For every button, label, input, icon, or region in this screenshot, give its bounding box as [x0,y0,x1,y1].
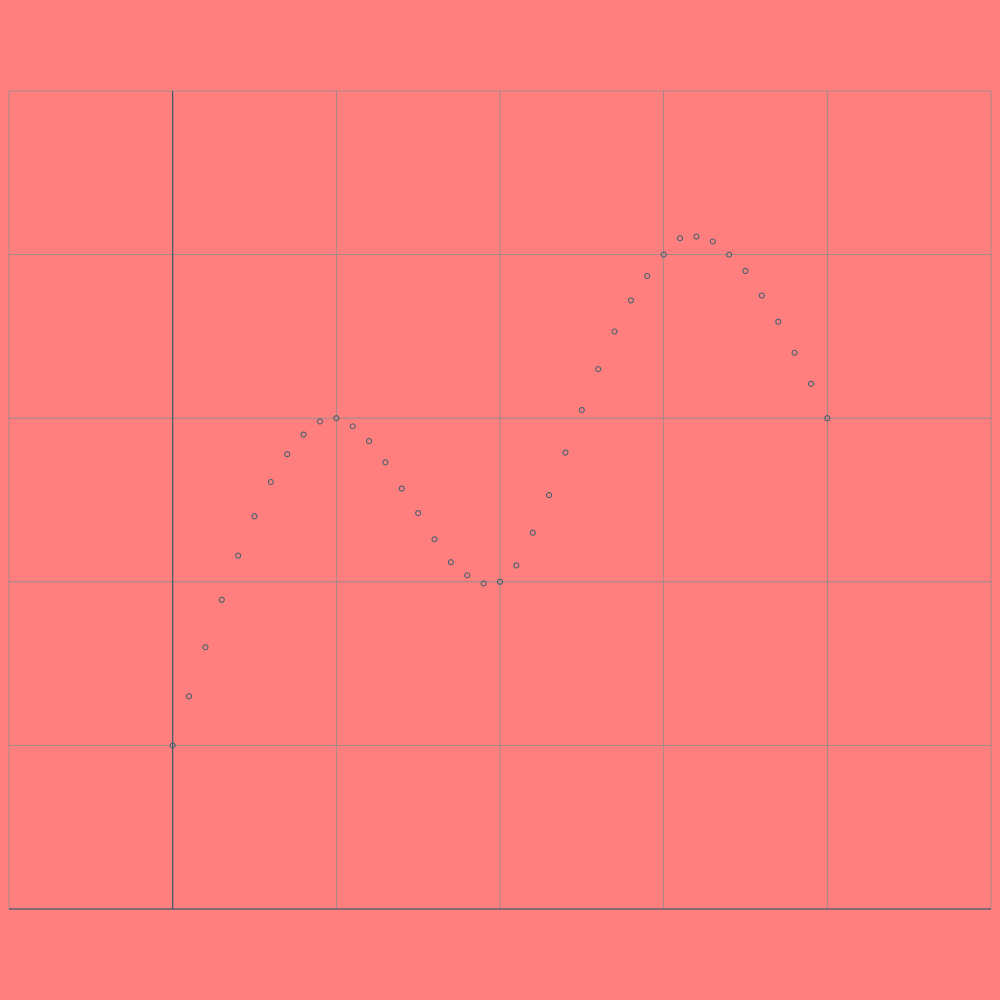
data-point [333,415,340,422]
data-point [660,251,667,258]
data-point [316,418,324,425]
data-point [546,492,553,499]
data-point [644,272,651,279]
data-point [578,406,585,414]
axes [9,91,991,910]
data-point [235,552,242,559]
data-point [284,451,291,458]
data-point [611,328,618,335]
data-point [218,596,225,603]
data-point [693,233,700,240]
data-point [758,292,765,299]
data-point [791,349,798,356]
data-point [529,529,536,536]
data-point [464,572,471,579]
data-point [742,267,749,275]
grid-lines [8,90,992,910]
data-point [366,438,373,445]
data-point [447,559,454,566]
data-point [431,536,438,543]
data-point [513,562,520,569]
data-point [496,578,504,585]
data-point [202,644,209,651]
data-point [398,485,405,492]
data-point [169,742,176,749]
data-point [807,380,815,387]
data-point [562,449,569,456]
data-points [169,233,831,749]
data-point [185,693,193,700]
data-point [824,415,831,422]
data-point [627,297,634,304]
data-point [415,510,422,517]
data-point [676,235,684,242]
data-point [382,459,389,466]
data-point [251,513,258,520]
data-point [726,251,733,258]
data-point [480,580,487,587]
data-point [709,238,716,245]
data-point [775,318,782,325]
data-point [349,423,356,430]
data-point [595,366,602,373]
data-point [267,478,274,486]
data-point [300,431,307,438]
